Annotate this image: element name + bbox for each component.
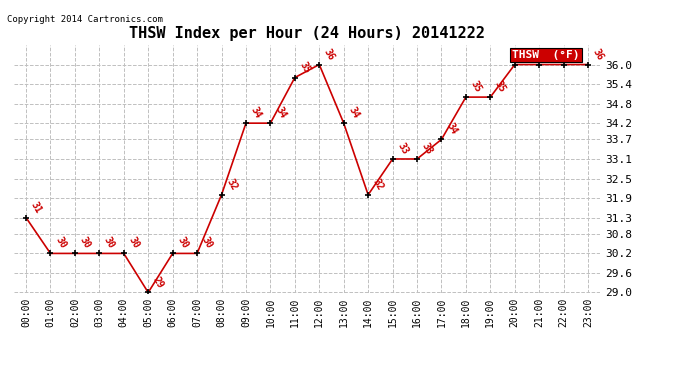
Text: 36: 36 xyxy=(591,46,605,62)
Text: 36: 36 xyxy=(518,46,532,62)
Text: 33: 33 xyxy=(420,141,434,156)
Text: 32: 32 xyxy=(224,177,239,192)
Text: 34: 34 xyxy=(248,105,264,120)
Text: 30: 30 xyxy=(78,236,92,250)
Text: 30: 30 xyxy=(53,236,68,250)
Text: 36: 36 xyxy=(566,46,581,62)
Text: 30: 30 xyxy=(175,236,190,250)
Text: 34: 34 xyxy=(444,122,459,136)
Text: 32: 32 xyxy=(371,177,386,192)
Text: 29: 29 xyxy=(151,274,166,290)
Text: 30: 30 xyxy=(102,236,117,250)
Text: 31: 31 xyxy=(29,200,43,215)
Text: 34: 34 xyxy=(273,105,288,120)
Text: 35: 35 xyxy=(297,60,312,75)
Text: 36: 36 xyxy=(322,46,337,62)
Text: 35: 35 xyxy=(469,79,483,94)
Text: 36: 36 xyxy=(542,46,557,62)
Text: THSW  (°F): THSW (°F) xyxy=(512,50,580,60)
Text: 30: 30 xyxy=(200,236,215,250)
Text: 33: 33 xyxy=(395,141,410,156)
Text: Copyright 2014 Cartronics.com: Copyright 2014 Cartronics.com xyxy=(7,15,163,24)
Text: 35: 35 xyxy=(493,79,508,94)
Text: 30: 30 xyxy=(126,236,141,250)
Text: 34: 34 xyxy=(346,105,361,120)
Title: THSW Index per Hour (24 Hours) 20141222: THSW Index per Hour (24 Hours) 20141222 xyxy=(129,26,485,41)
